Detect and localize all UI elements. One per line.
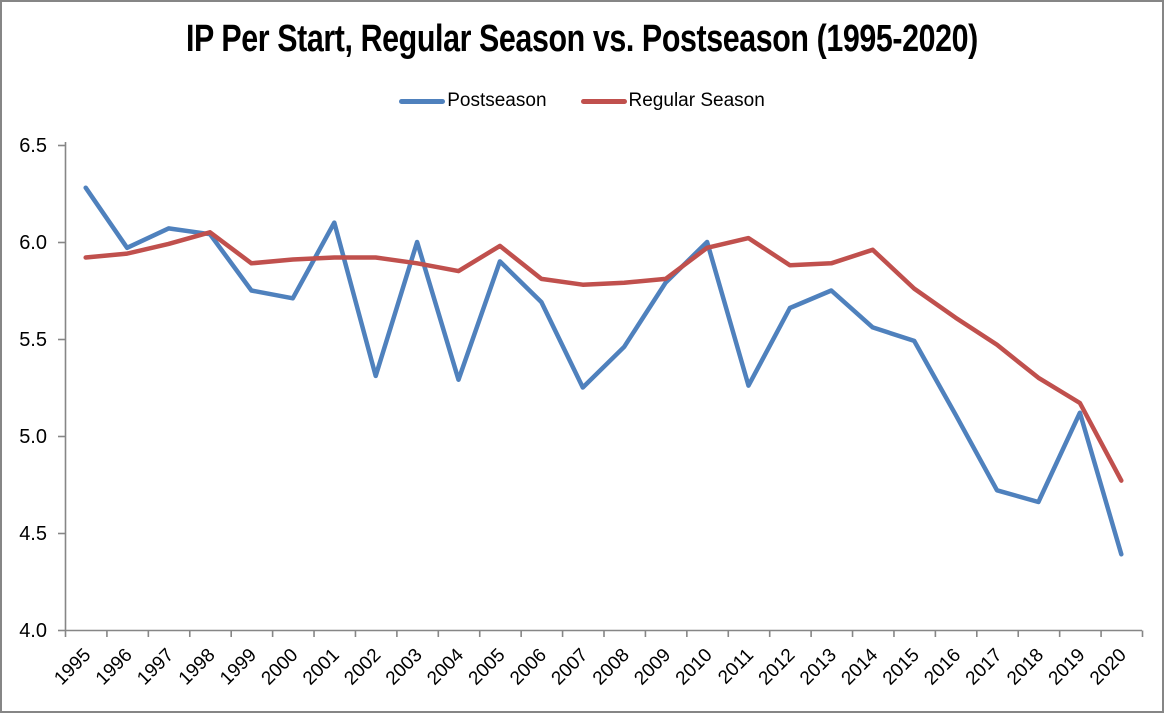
x-tick-label: 2018 [1003, 645, 1048, 690]
x-tick-label: 2019 [1045, 645, 1090, 690]
chart-title-text: IP Per Start, Regular Season vs. Postsea… [186, 18, 978, 60]
x-tick-label: 2001 [299, 645, 344, 690]
y-tick-label: 5.0 [19, 426, 47, 448]
x-tick-label: 2002 [340, 645, 385, 690]
x-tick-label: 2008 [589, 645, 634, 690]
y-tick-label: 6.5 [19, 135, 47, 157]
x-tick-label: 1999 [216, 645, 261, 690]
x-tick-label: 2009 [630, 645, 675, 690]
x-tick-label: 2003 [382, 645, 427, 690]
x-tick-label: 2007 [548, 645, 593, 690]
postseason-line-swatch [399, 98, 446, 104]
x-tick-label: 1997 [133, 645, 178, 690]
x-tick-label: 2005 [465, 645, 510, 690]
y-tick-label: 6.0 [19, 232, 47, 254]
chart-legend: Postseason Regular Season [2, 90, 1162, 112]
x-tick-label: 1995 [51, 645, 96, 690]
x-tick-label: 1998 [175, 645, 220, 690]
x-tick-label: 2006 [506, 645, 551, 690]
legend-item-regular-season: Regular Season [580, 90, 765, 112]
x-tick-label: 2015 [879, 645, 924, 690]
postseason-line [83, 185, 1124, 557]
chart-title: IP Per Start, Regular Season vs. Postsea… [2, 18, 1162, 61]
regular-season-line [83, 230, 1124, 483]
y-tick-label: 4.0 [19, 620, 47, 642]
x-tick-label: 2017 [962, 645, 1007, 690]
x-tick-label: 2013 [796, 645, 841, 690]
x-tick-label: 1996 [92, 645, 137, 690]
x-tick-label: 2004 [423, 644, 468, 689]
x-tick-label: 2010 [672, 645, 717, 690]
x-tick-label: 2012 [755, 645, 800, 690]
legend-label-postseason: Postseason [447, 90, 547, 111]
legend-item-postseason: Postseason [399, 90, 547, 112]
y-tick-label: 5.5 [19, 329, 47, 351]
x-tick-label: 2016 [920, 645, 965, 690]
x-tick-label: 2014 [838, 644, 883, 689]
regular-season-line-swatch [580, 98, 627, 104]
legend-label-regular-season: Regular Season [628, 90, 765, 111]
x-tick-label: 2020 [1086, 645, 1131, 690]
x-tick-label: 2000 [258, 645, 303, 690]
y-tick-label: 4.5 [19, 523, 47, 545]
x-tick-label: 2011 [714, 645, 758, 689]
